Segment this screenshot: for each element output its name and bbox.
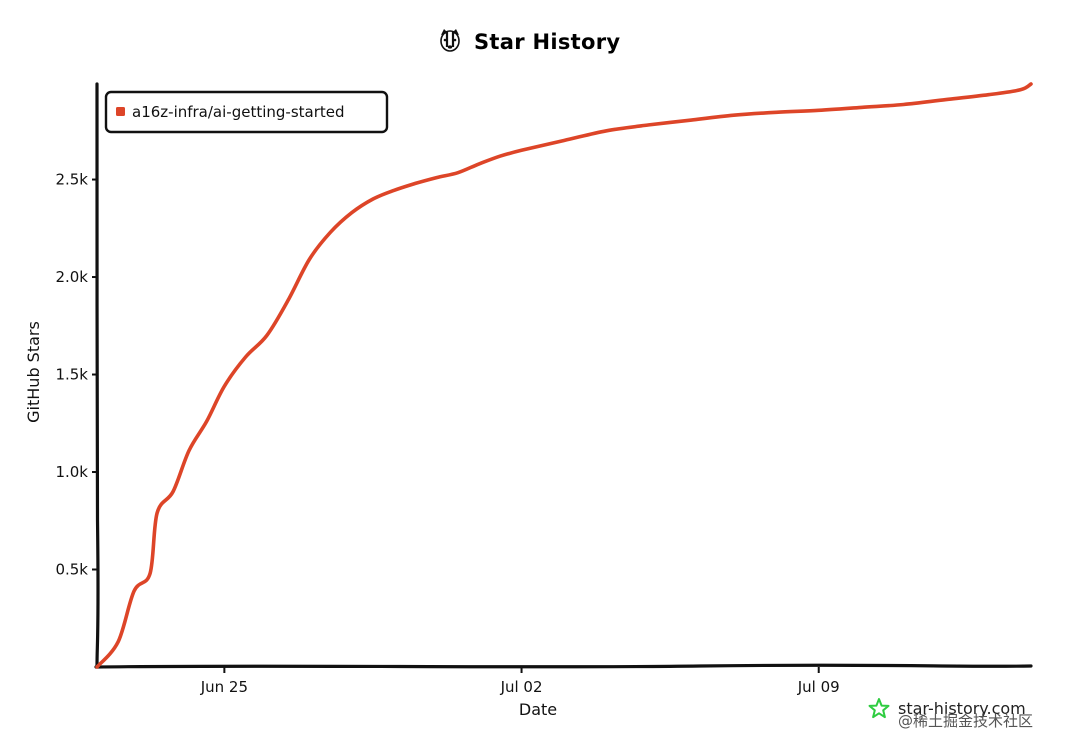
x-tick-label: Jul 02 (500, 678, 543, 696)
legend-box (104, 90, 389, 134)
y-axis-line (95, 82, 100, 669)
x-axis-ticks: Jun 25 Jul 02 Jul 09 (200, 667, 840, 696)
legend: a16z-infra/ai-getting-started (104, 90, 389, 134)
brand-group[interactable]: star-history.com (868, 698, 1026, 719)
brand-link[interactable]: star-history.com (898, 699, 1026, 718)
chart-title: Star History (474, 30, 620, 54)
x-axis-label: Date (519, 700, 557, 719)
y-tick-label: 1.5k (55, 366, 88, 384)
y-axis-label: GitHub Stars (24, 321, 43, 423)
x-tick-label: Jul 09 (797, 678, 840, 696)
y-tick-label: 2.0k (55, 268, 88, 286)
x-axis-line (94, 663, 1033, 669)
star-outline-icon (868, 698, 890, 719)
series-line-a16z-infra-ai-getting-started (95, 82, 1033, 669)
watermark: @稀土掘金技术社区 (898, 712, 1033, 730)
chart-title-group: Star History (440, 29, 620, 54)
legend-swatch (116, 107, 125, 116)
legend-entry-label: a16z-infra/ai-getting-started (132, 103, 345, 121)
y-tick-label: 2.5k (55, 171, 88, 189)
y-tick-label: 0.5k (55, 561, 88, 579)
y-axis-ticks: 0.5k 1.0k 1.5k 2.0k 2.5k (55, 171, 97, 579)
badger-icon (440, 29, 460, 52)
y-tick-label: 1.0k (55, 463, 88, 481)
x-tick-label: Jun 25 (200, 678, 248, 696)
